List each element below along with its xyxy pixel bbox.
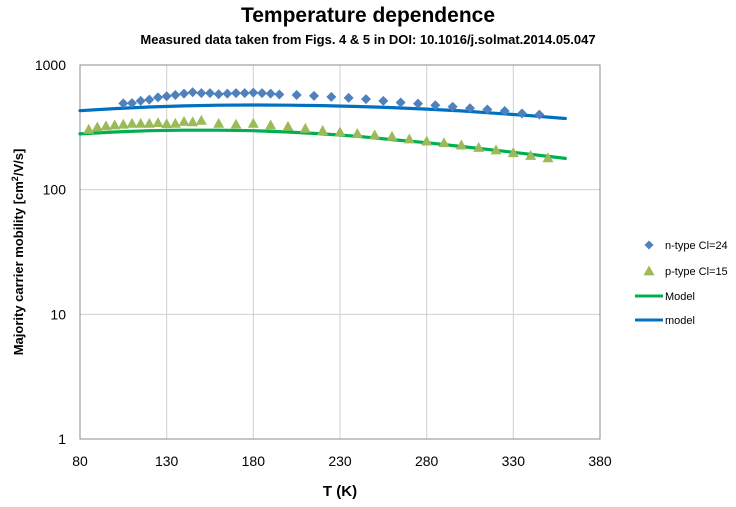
data-point-triangle [135,117,147,128]
x-tick-labels: 80 130 180 230 280 330 380 [72,453,612,469]
data-point-diamond [222,88,233,99]
data-point-triangle [169,117,181,128]
data-point-triangle [152,117,164,128]
data-point-diamond [248,87,259,98]
data-point-triangle [438,137,450,148]
y-tick-label: 100 [43,182,67,198]
data-point-diamond [196,88,207,99]
data-point-triangle [525,149,537,160]
data-point-diamond [430,100,441,111]
data-point-triangle [187,116,199,127]
data-point-triangle [213,117,225,128]
data-point-diamond [170,89,181,100]
data-point-diamond [135,95,146,106]
data-point-triangle [265,119,277,130]
data-point-triangle [490,144,502,155]
data-point-triangle [100,120,112,131]
legend: n-type Cl=24 p-type Cl=15 Model model [635,240,728,327]
data-point-triangle [507,147,519,158]
data-point-diamond [231,88,241,99]
data-point-diamond [482,104,493,115]
data-point-triangle [143,117,155,128]
data-point-triangle [91,121,103,132]
x-tick-label: 230 [328,453,352,469]
legend-marker [644,240,654,250]
data-point-diamond [179,88,189,99]
data-markers [83,87,554,163]
data-point-diamond [127,98,137,109]
x-tick-label: 280 [415,453,439,469]
data-point-triangle [282,120,294,131]
data-point-diamond [413,98,423,109]
data-point-diamond [144,94,155,105]
data-point-diamond [378,95,389,106]
chart-title: Temperature dependence [240,4,496,27]
x-tick-label: 180 [242,453,266,469]
y-tick-label: 10 [50,306,66,322]
data-point-triangle [195,114,207,125]
data-point-triangle [351,128,363,138]
data-point-diamond [239,88,250,99]
series-line [78,103,567,121]
data-point-triangle [421,135,433,146]
data-point-diamond [291,89,302,100]
data-point-triangle [317,125,329,135]
data-point-triangle [126,117,138,128]
data-point-diamond [153,92,163,103]
data-point-triangle [247,117,259,128]
y-axis-label: Majority carrier mobility [cm2/V/s] [10,149,26,356]
data-point-diamond [517,108,527,119]
data-point-triangle [455,139,467,150]
y-tick-label: 1000 [35,57,66,73]
data-point-triangle [230,118,242,129]
data-point-triangle [117,118,129,129]
data-point-diamond [343,92,354,103]
y-tick-labels: 1 10 100 1000 [35,57,66,447]
x-tick-label: 380 [588,453,612,469]
data-point-triangle [542,152,554,163]
data-point-triangle [109,119,121,130]
x-tick-label: 130 [155,453,179,469]
data-point-diamond [499,105,510,116]
data-point-diamond [257,88,267,99]
data-point-diamond [161,91,172,102]
data-point-diamond [447,101,458,112]
data-point-triangle [83,123,95,134]
plot-area-border [79,64,601,440]
legend-label: model [665,315,695,327]
y-tick-label: 1 [58,431,66,447]
data-point-triangle [403,133,415,144]
chart-subtitle: Measured data taken from Figs. 4 & 5 in … [140,32,596,47]
data-point-diamond [465,103,475,114]
legend-label: p-type Cl=15 [665,266,728,278]
legend-marker [643,265,655,276]
data-point-diamond [118,98,129,109]
legend-label: n-type Cl=24 [665,240,728,252]
data-point-diamond [187,87,198,98]
x-axis-label: T (K) [323,483,357,500]
data-point-triangle [161,118,173,129]
data-point-triangle [473,141,485,152]
legend-label: Model [665,291,695,303]
data-point-diamond [326,91,337,102]
data-point-diamond [309,90,319,101]
data-point-diamond [274,89,285,100]
x-tick-label: 80 [72,453,88,469]
data-point-triangle [369,129,381,140]
y-axis-label-main: Majority carrier mobility [cm [11,181,26,355]
data-point-diamond [395,97,406,108]
data-point-triangle [334,126,346,137]
data-point-triangle [386,130,398,141]
y-axis-label-tail: /V/s] [11,149,26,176]
data-point-diamond [265,88,276,99]
data-point-diamond [213,89,224,100]
data-point-diamond [205,88,215,99]
data-point-triangle [299,122,311,133]
data-point-diamond [534,109,545,120]
data-point-diamond [361,94,371,105]
data-point-triangle [178,116,190,126]
x-tick-label: 330 [502,453,526,469]
y-axis-label-sup: 2 [10,176,20,181]
